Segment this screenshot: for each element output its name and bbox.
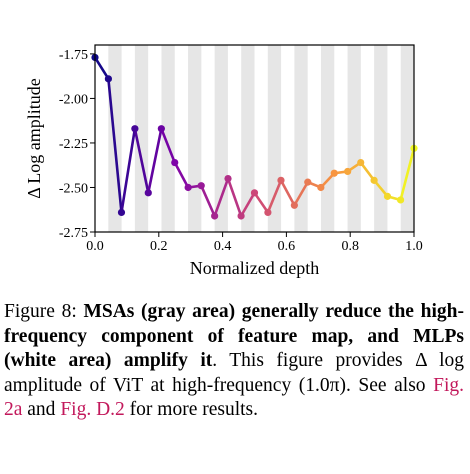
data-point [304,178,312,186]
y-tick-label: -1.75 [59,48,88,63]
x-tick-label: 0.4 [214,239,232,254]
series-segment [93,56,110,81]
y-tick-label: -2.00 [59,92,88,107]
data-point [330,169,338,177]
series-segment [226,177,243,218]
data-point [290,201,298,209]
data-point [250,189,259,197]
data-point [237,212,245,220]
y-axis-ticks: -1.75 -2.00 -2.25 -2.50 -2.75 [59,48,95,241]
msa-band [241,45,255,232]
caption-text: and [22,399,61,420]
data-point [197,182,205,190]
figure-caption: Figure 8: MSAs (gray area) generally red… [4,300,464,423]
data-point [344,167,352,176]
data-point [157,125,165,133]
series-segment [359,161,376,182]
msa-band [214,45,228,232]
data-point [264,208,272,217]
caption-label: Figure 8: [4,301,77,322]
data-point [317,183,325,192]
caption-bold-text: MSAs (gray area) generally reduce the hi… [4,301,464,371]
data-point [277,176,285,184]
series-segment [107,77,123,214]
data-point [171,158,179,167]
data-point [131,125,139,133]
series-segment [120,127,137,214]
msa-band [267,45,282,232]
data-point [117,208,126,217]
y-tick-label: -2.50 [59,181,88,196]
series-segment [173,161,190,189]
data-point [383,192,392,200]
series-segment [213,177,230,218]
x-tick-label: 0.2 [150,239,168,254]
series-segment [133,127,150,195]
series-segment [239,191,256,218]
y-tick-label: -2.25 [59,137,88,152]
msa-band [320,45,335,232]
data-point [397,196,405,204]
msa-band [294,45,308,232]
series-segment [199,184,216,218]
series-segment [399,146,416,202]
plot-frame [94,44,415,233]
y-tick-label: -2.75 [59,226,88,241]
caption-link-figd2[interactable]: Fig. D.2 [60,399,125,420]
x-tick-label: 0.8 [341,239,359,254]
background-bands [108,45,414,232]
msa-band [374,45,388,232]
x-axis-ticks: 0.0 0.2 0.4 0.6 0.8 1.0 [86,232,423,254]
x-tick-label: 0.6 [278,239,296,254]
data-point [144,189,152,197]
data-point [224,174,232,183]
data-point [104,75,112,83]
msa-band [161,45,175,232]
series-segment [279,179,296,207]
msa-band [400,45,414,232]
series-segment [266,179,283,214]
data-point [211,212,219,220]
y-axis-label: Δ Log amplitude [24,78,44,199]
data-point [357,158,365,167]
data-point [184,183,192,192]
caption-text: for more results. [124,399,259,420]
series-segment [146,127,163,195]
series-segment [253,191,270,214]
x-tick-label: 1.0 [405,239,423,254]
line-chart: -1.75-2.00-2.25-2.50-2.75 0.0 0.2 0.4 0.6 0.… [24,44,423,278]
caption-text: . This figure provides Δ log amplitude o… [4,350,464,396]
x-tick-label: 0.0 [86,239,104,254]
msa-band [347,45,361,232]
series-segment [293,180,310,207]
caption-link-fig2a[interactable]: Fig. 2a [4,374,464,421]
data-point [370,176,378,184]
msa-band [134,45,149,232]
x-axis-label: Normalized depth [190,258,319,278]
series-segment [160,127,177,164]
msa-band [188,45,202,232]
